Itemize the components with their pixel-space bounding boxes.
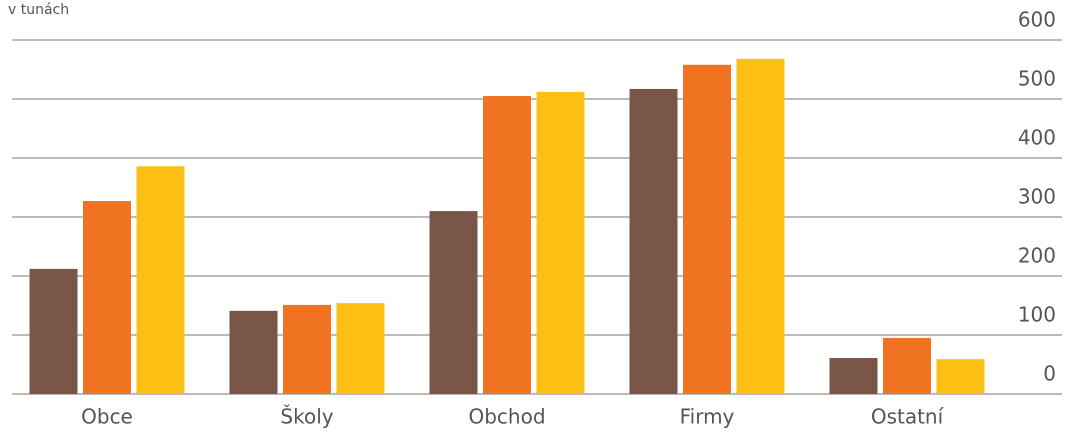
x-tick-label: Firmy xyxy=(680,405,735,429)
bar xyxy=(429,211,478,394)
bar xyxy=(483,96,531,395)
x-tick-label: Obchod xyxy=(468,405,545,429)
y-tick-label: 200 xyxy=(1018,244,1056,268)
y-tick-label: 0 xyxy=(1043,362,1056,386)
bar xyxy=(683,64,731,394)
bar xyxy=(736,58,785,394)
bar xyxy=(883,337,931,394)
bar xyxy=(829,358,878,394)
y-tick-label: 300 xyxy=(1018,185,1056,209)
bar xyxy=(283,304,331,394)
y-tick-label: 600 xyxy=(1018,8,1056,32)
unit-label: v tunách xyxy=(8,2,69,18)
y-tick-label: 100 xyxy=(1018,303,1056,327)
bar xyxy=(629,88,678,394)
bar xyxy=(536,91,585,395)
x-tick-label: Školy xyxy=(280,405,333,429)
y-tick-label: 400 xyxy=(1018,126,1056,150)
bar xyxy=(229,310,278,394)
bar xyxy=(83,201,131,394)
bar xyxy=(29,268,78,394)
bar xyxy=(936,359,985,394)
y-tick-label: 500 xyxy=(1018,67,1056,91)
x-tick-label: Ostatní xyxy=(871,405,945,429)
bar xyxy=(136,166,185,394)
bar xyxy=(336,303,385,394)
x-tick-label: Obce xyxy=(81,405,133,429)
